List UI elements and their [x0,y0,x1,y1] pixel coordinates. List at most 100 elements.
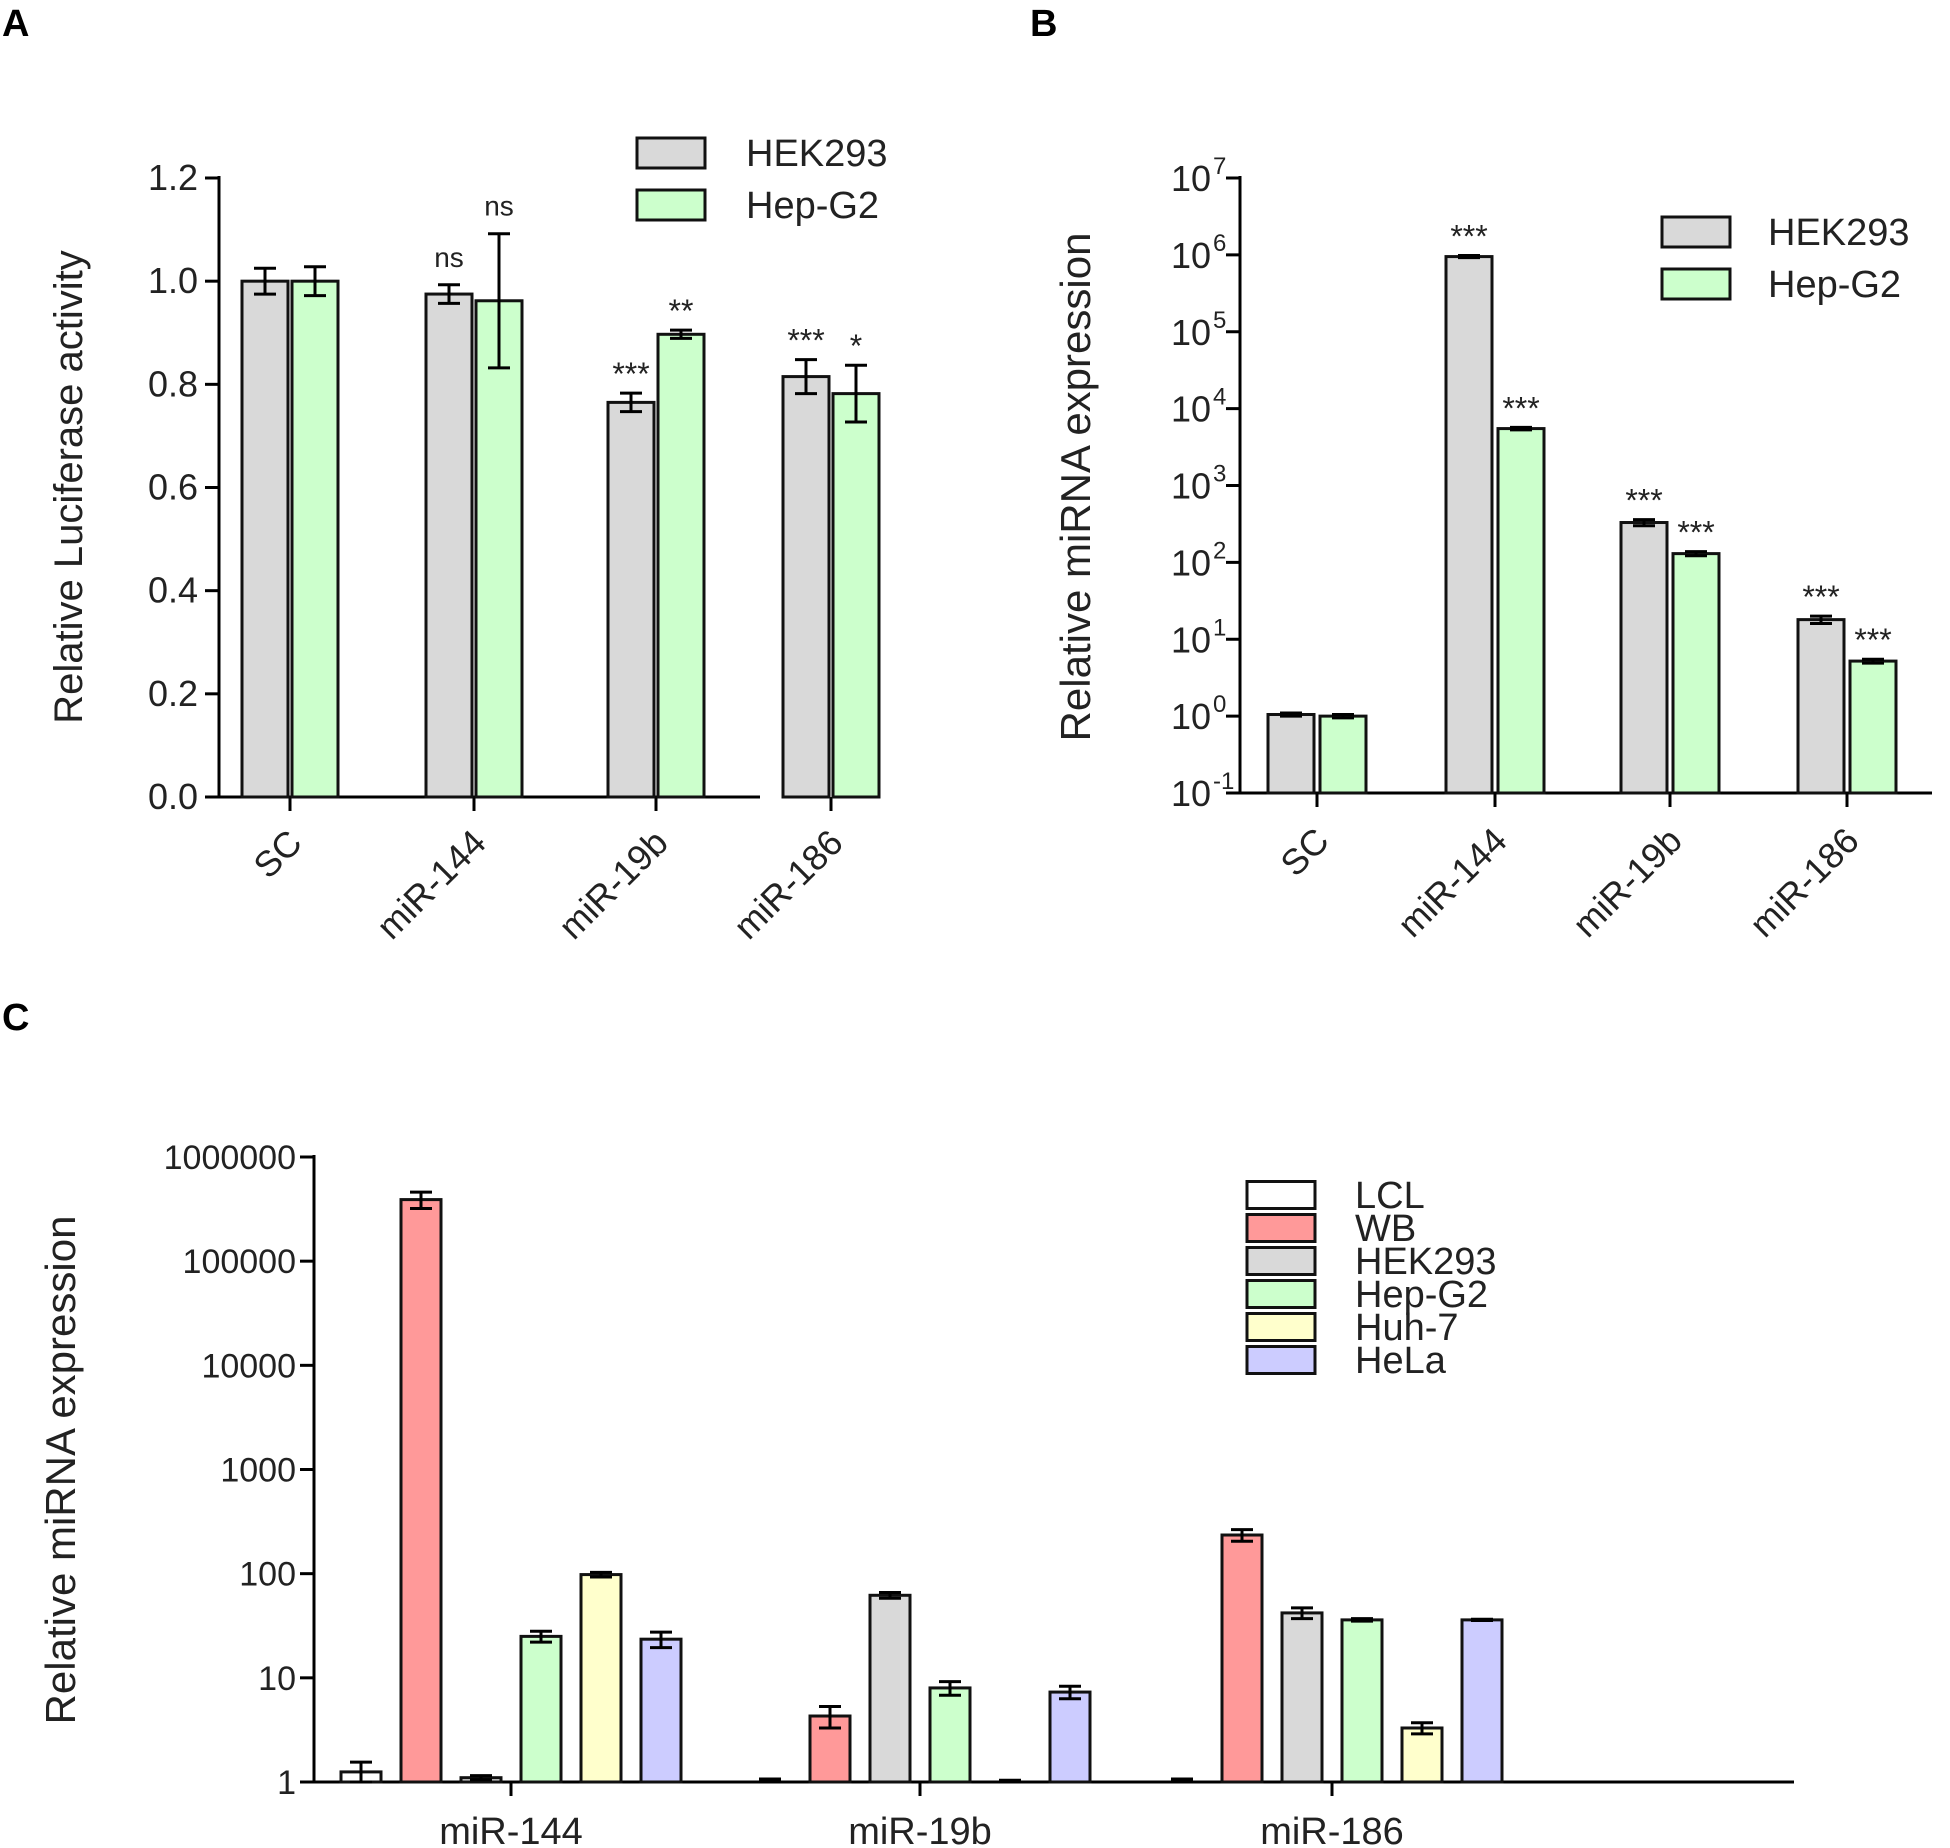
error-bar [410,1190,432,1211]
y-tick-exponent: -1 [1213,768,1234,795]
significance-label: *** [787,323,824,359]
error-bar [1231,1528,1253,1543]
legend-swatch-hep-g2 [1245,1279,1317,1309]
significance-label: *** [1450,219,1487,255]
x-category-label: SC [245,822,309,886]
error-bar [1411,1721,1433,1736]
bar-huh-7-mir-144 [579,1573,623,1784]
y-tick-label: 0.0 [148,776,198,817]
error-bar [470,1774,492,1782]
bar-hep-g2-mir-19b [928,1686,972,1784]
error-bar [670,328,692,340]
y-tick-label: 1.0 [148,260,198,301]
bar-hep-g2-sc [290,279,340,799]
error-bar [438,283,460,305]
bar-hek293-sc [240,279,290,799]
y-tick-base: 10 [1171,542,1211,583]
significance-label: ns [434,242,464,273]
bar-hela-mir-144 [639,1637,683,1784]
error-bar [488,232,510,370]
bar-hep-g2-sc [1318,714,1368,795]
bar-hela-mir-19b [1048,1690,1092,1784]
error-bar [1862,657,1884,665]
legend-label-wb: WB [1355,1208,1416,1250]
y-tick-label: 10 [1171,696,1211,737]
y-tick-label: 10 [1171,389,1211,430]
bar-hek293-mir-19b [1619,521,1669,795]
error-bar [1633,518,1655,528]
y-tick-exponent: 3 [1213,461,1226,488]
significance-label: *** [612,356,649,392]
y-tick-exponent: 0 [1213,691,1226,718]
error-bar [1685,550,1707,558]
y-tick-label: 10000 [201,1347,296,1385]
y-tick-exponent: 1 [1213,614,1226,641]
panel-label-c: C [2,997,29,1039]
y-tick-label: 10 [1171,619,1211,660]
y-tick-exponent: 4 [1213,384,1226,411]
significance-label: *** [1502,390,1539,426]
y-tick-label: 10 [1171,466,1211,507]
panel-label-b: B [1030,3,1057,45]
x-category-label: miR-144 [368,822,493,947]
error-bar [254,266,276,296]
significance-label: ** [669,293,694,329]
error-bar [879,1590,901,1600]
legend-label-hep-g2: Hep-G2 [1768,264,1901,306]
error-bar [1171,1777,1193,1784]
error-bar [530,1629,552,1644]
y-tick-base: 10 [1171,466,1211,507]
significance-label: *** [1802,579,1839,615]
bar-hek293-mir-186 [1280,1611,1324,1784]
legend-swatch-huh-7 [1245,1312,1317,1342]
y-tick-label: 10 [258,1660,296,1698]
x-category-label: miR-144 [1389,820,1514,945]
x-category-label: miR-186 [725,822,850,947]
bar-hek293-mir-186 [781,375,831,799]
legend-label-hep-g2: Hep-G2 [1355,1274,1488,1316]
bar-hek293-mir-19b [606,400,656,799]
y-tick-label: 10 [1171,235,1211,276]
y-axis-label: Relative miRNA expression [37,1216,84,1725]
error-bar [999,1778,1021,1784]
error-bar [845,363,867,424]
y-tick-exponent: 6 [1213,230,1226,257]
significance-label: *** [1854,622,1891,658]
legend-swatch-hep-g2 [635,188,707,222]
bar-hek293-mir-144 [424,292,474,799]
y-tick-label: 0.6 [148,467,198,508]
y-tick-label: 1 [277,1764,296,1802]
y-tick-label: 10 [1171,312,1211,353]
bar-hep-g2-mir-144 [519,1634,563,1784]
y-tick-exponent: 7 [1213,153,1226,180]
x-category-label: SC [1272,820,1336,884]
x-category-label: miR-186 [1741,820,1866,945]
legend-swatch-hek293 [1660,215,1732,249]
y-tick-base: 10 [1171,773,1211,814]
bar-hek293-sc [1266,712,1316,795]
y-tick-label: 10 [1171,158,1211,199]
error-bar [939,1680,961,1697]
significance-label: ns [484,191,514,222]
chart-a: 0.0 0.2 0.4 0.6 0.8 1.0 1.2 Relative Luciferase… [47,133,888,947]
bar-hep-g2-mir-144 [1496,427,1546,795]
bar-wb-mir-144 [399,1198,443,1784]
error-bar [304,265,326,298]
bar-wb-mir-186 [1220,1533,1264,1784]
chart-c: 1 10 100 1000 10000 100000 1000000 Relative miR… [37,1139,1794,1848]
bar-hep-g2-mir-186 [1340,1618,1384,1784]
legend-label-hek293: HEK293 [746,133,888,175]
y-axis-label: Relative Luciferase activity [47,250,91,724]
legend-swatch-wb [1245,1213,1317,1243]
error-bar [1510,425,1532,432]
significance-label: *** [1677,515,1714,551]
y-tick-base: 10 [1171,312,1211,353]
x-category-label: miR-144 [439,1811,583,1848]
error-bar [650,1630,672,1650]
bar-hek293-mir-186 [1796,618,1846,795]
y-tick-label: 0.4 [148,570,198,611]
y-tick-base: 10 [1171,158,1211,199]
x-category-label: miR-19b [848,1811,992,1848]
legend-swatch-hep-g2 [1660,267,1732,301]
